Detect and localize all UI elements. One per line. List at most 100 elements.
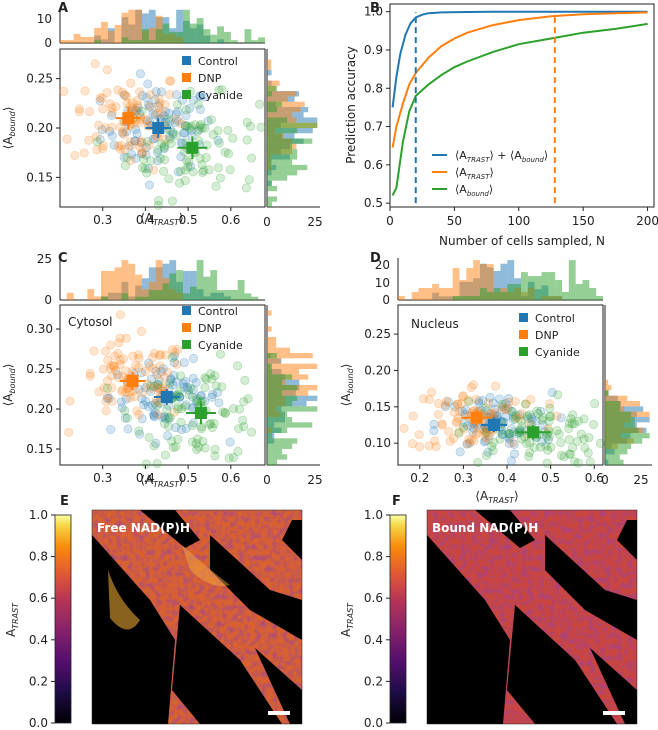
- scatter-point: [183, 162, 193, 172]
- histogram-bar: [80, 36, 88, 43]
- scatter-point: [107, 371, 117, 381]
- histogram-bar: [162, 23, 170, 43]
- scatter-point: [206, 115, 216, 125]
- scatter-point: [546, 442, 556, 452]
- scatter-point: [151, 438, 161, 448]
- scatter-point: [154, 384, 164, 394]
- scatter-point: [181, 165, 191, 175]
- scatter-point: [121, 388, 131, 398]
- histogram-bar: [135, 274, 142, 300]
- histogram-bar: [267, 85, 278, 92]
- scatter-point: [580, 443, 590, 453]
- scatter-point: [121, 394, 131, 404]
- histogram-bar: [582, 280, 590, 300]
- scatter-point: [149, 411, 159, 421]
- histogram-bar: [267, 159, 293, 165]
- scatter-point: [206, 369, 216, 379]
- right-hist-tick-a: 0: [263, 215, 271, 229]
- histogram-bar: [452, 268, 460, 300]
- right-histogram-a: [267, 59, 318, 207]
- scatter-point: [456, 399, 466, 409]
- scatter-point: [453, 399, 463, 409]
- scatter-point: [504, 432, 514, 442]
- panel-d: D 20 10 0 0.2 0.3 0.4 0.5 0.60.100.150.200.2…: [339, 251, 652, 505]
- scatter-point: [125, 393, 135, 403]
- scatter-point: [139, 400, 149, 410]
- histogram-bar: [176, 9, 183, 43]
- scatter-point: [164, 414, 174, 424]
- scatter-point: [566, 414, 576, 424]
- scatter-point: [497, 399, 507, 409]
- scatter-point: [149, 382, 159, 392]
- scatter-point: [480, 427, 490, 437]
- scatter-point: [213, 126, 223, 136]
- scatter-point: [146, 381, 156, 391]
- scatter-point: [107, 103, 117, 113]
- scatter-point: [524, 451, 534, 461]
- scatter-point: [213, 135, 223, 145]
- scatter-point: [176, 371, 186, 381]
- scatter-point: [165, 76, 175, 86]
- scatter-point: [151, 381, 161, 391]
- scatter-point: [193, 99, 203, 109]
- histogram-bar: [267, 369, 300, 375]
- scatter-point: [163, 367, 173, 377]
- histogram-bar: [267, 395, 298, 401]
- scatter-point: [564, 424, 574, 434]
- histogram-bar: [267, 185, 278, 192]
- scatter-point: [119, 129, 129, 139]
- scatter-point: [196, 391, 206, 401]
- scatter-point: [424, 395, 434, 405]
- scatter-point: [543, 445, 553, 455]
- histogram-bar: [148, 40, 156, 43]
- colorbar-e: [54, 514, 72, 724]
- scatter-point: [584, 433, 594, 443]
- histogram-bar: [267, 459, 278, 465]
- scatter-point: [90, 59, 100, 69]
- scatter-points-a: [59, 59, 266, 210]
- scatter-point: [188, 353, 198, 363]
- histogram-bar: [267, 91, 297, 97]
- scatter-point: [154, 94, 164, 104]
- scatter-point: [556, 438, 566, 448]
- scatter-point: [414, 430, 424, 440]
- right-hist-tick-c: 0: [263, 473, 271, 487]
- histogram-bar: [267, 106, 278, 113]
- scatter-point: [517, 409, 527, 419]
- scatter-point: [469, 436, 479, 446]
- scatter-point: [228, 404, 238, 414]
- scatter-point: [211, 181, 221, 191]
- scatter-point: [132, 129, 142, 139]
- scatter-point: [141, 396, 151, 406]
- scatter-point: [185, 103, 195, 113]
- scatter-point: [223, 149, 233, 159]
- scatter-point: [504, 429, 514, 439]
- scatter-point: [155, 350, 165, 360]
- scatter-point: [133, 100, 143, 110]
- legend-label-dnp: DNP: [198, 72, 222, 85]
- scatter-point: [164, 108, 174, 118]
- scatter-point: [565, 449, 575, 459]
- scatter-point: [511, 410, 521, 420]
- histogram-bar: [101, 296, 108, 300]
- scatter-point: [234, 424, 244, 434]
- histogram-bar: [267, 133, 283, 139]
- scatter-point: [527, 414, 537, 424]
- histogram-bar: [267, 337, 277, 343]
- scatter-point: [160, 350, 170, 360]
- microscopy-image-e: [92, 510, 302, 724]
- scatter-point: [163, 413, 173, 423]
- colorbar-tick-label: 0.2: [29, 674, 48, 688]
- scatter-point: [196, 90, 206, 100]
- legend-label-cyanide: Cyanide: [198, 89, 243, 102]
- histogram-bar: [189, 270, 197, 300]
- scatter-point: [117, 87, 127, 97]
- histogram-bar: [267, 128, 298, 134]
- scatter-point: [214, 85, 224, 95]
- scatter-point: [149, 348, 159, 358]
- scatter-point: [118, 128, 128, 138]
- scatter-point: [133, 350, 143, 360]
- histogram-bar: [466, 296, 474, 300]
- scatter-point: [152, 401, 162, 411]
- scatter-point: [556, 450, 566, 460]
